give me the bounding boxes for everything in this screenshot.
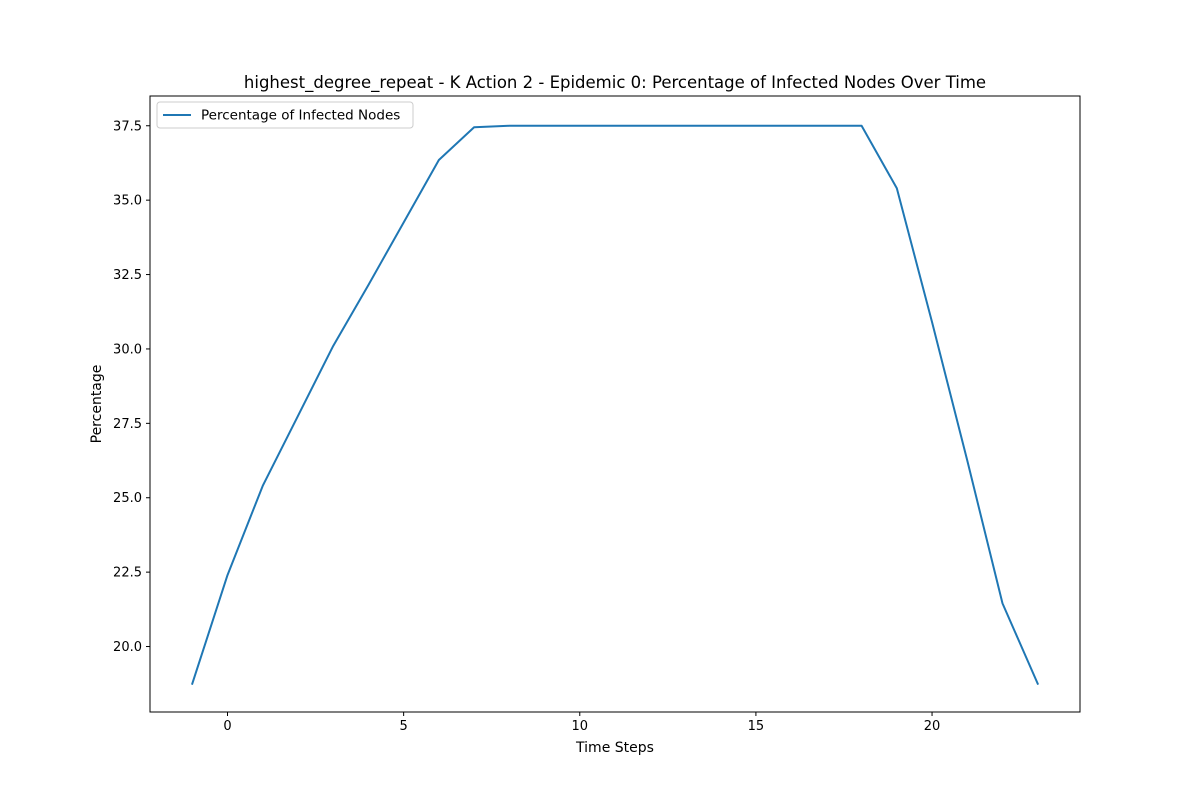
y-tick-label: 22.5 bbox=[113, 566, 142, 581]
y-tick-label: 20.0 bbox=[113, 640, 142, 655]
series-line bbox=[191, 124, 1040, 686]
x-axis: 0 5 10 15 20 bbox=[223, 712, 940, 734]
plot-area bbox=[149, 95, 1081, 713]
x-tick-label: 5 bbox=[399, 719, 407, 734]
series-layer bbox=[191, 124, 1040, 686]
y-tick-label: 27.5 bbox=[113, 417, 142, 432]
x-tick-label: 0 bbox=[223, 719, 231, 734]
x-tick-label: 15 bbox=[748, 719, 765, 734]
x-axis-label: Time Steps bbox=[575, 740, 654, 756]
y-tick-label: 25.0 bbox=[113, 491, 142, 506]
x-tick-label: 10 bbox=[571, 719, 588, 734]
legend-box bbox=[156, 101, 414, 129]
y-tick-label: 32.5 bbox=[113, 268, 142, 283]
y-axis: 20.0 22.5 25.0 27.5 30.0 32.5 35.0 37.5 bbox=[113, 119, 150, 655]
chart-title: highest_degree_repeat - K Action 2 - Epi… bbox=[244, 73, 986, 93]
x-tick-label: 20 bbox=[924, 719, 941, 734]
y-tick-label: 37.5 bbox=[113, 119, 142, 134]
legend-label: Percentage of Infected Nodes bbox=[201, 108, 400, 124]
legend: Percentage of Infected Nodes bbox=[156, 101, 414, 129]
y-tick-label: 35.0 bbox=[113, 194, 142, 209]
y-axis-label: Percentage bbox=[89, 365, 105, 444]
y-tick-label: 30.0 bbox=[113, 342, 142, 357]
